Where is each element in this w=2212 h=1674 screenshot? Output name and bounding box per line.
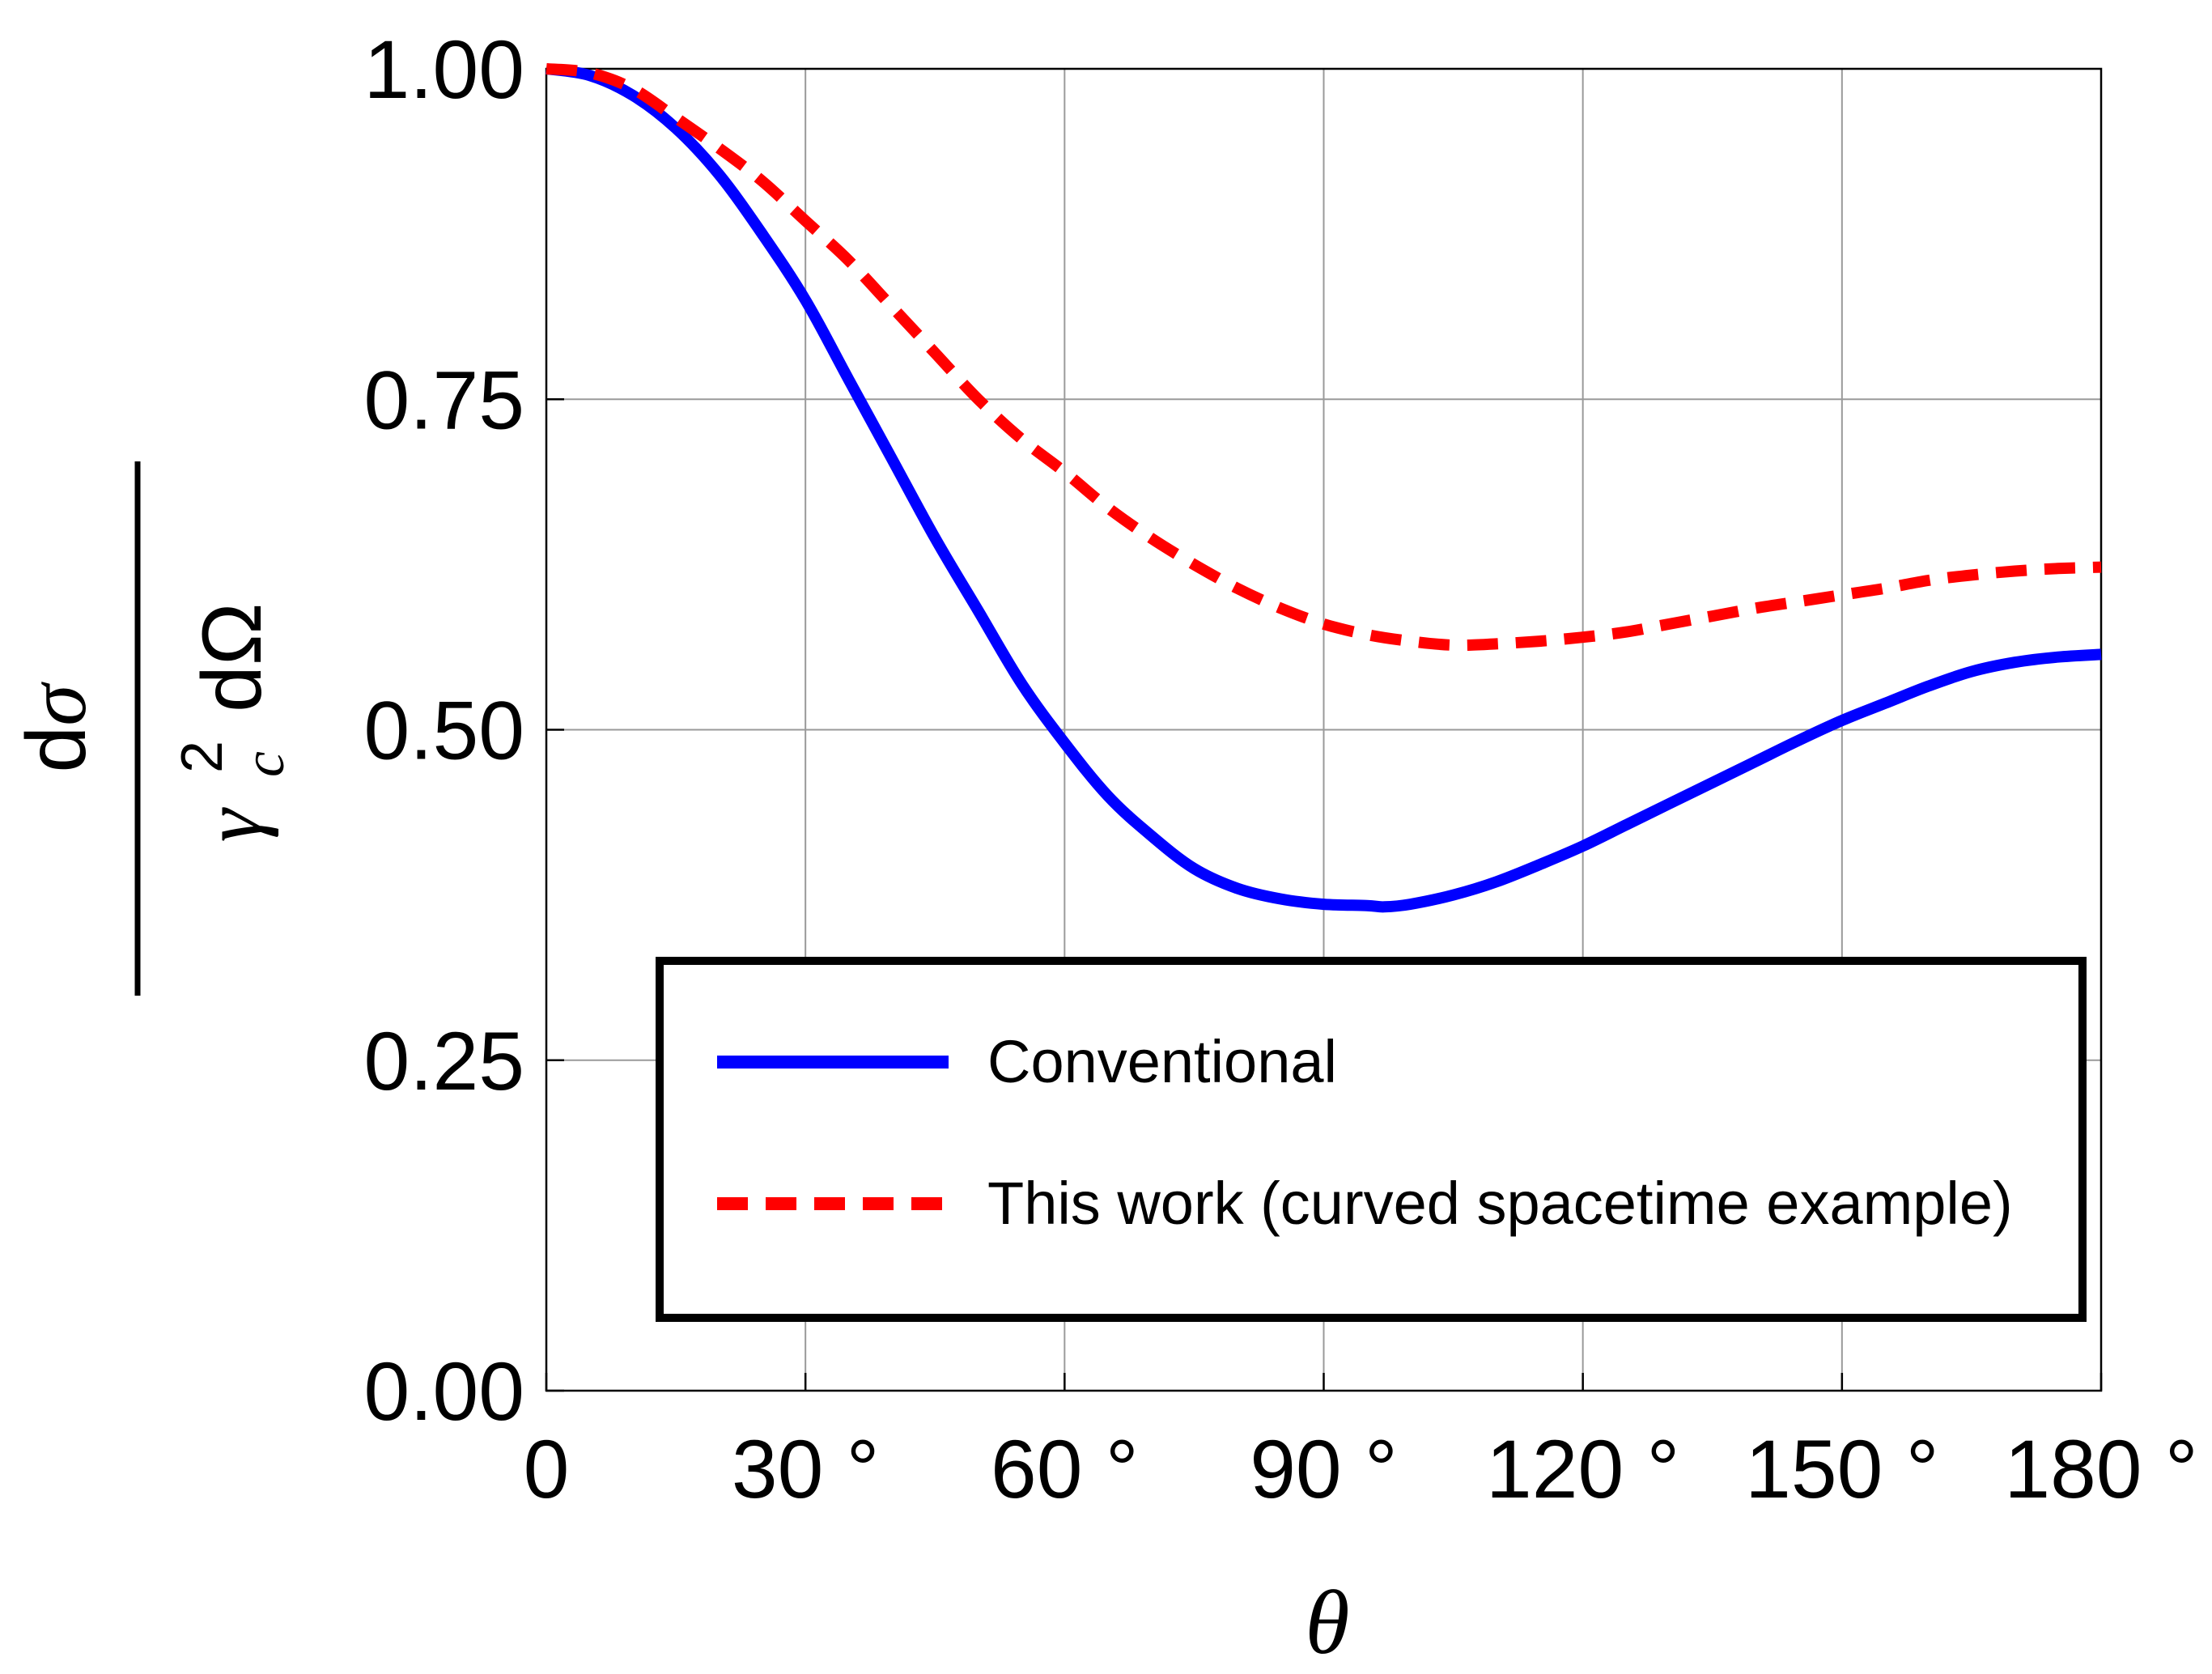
series-group [545, 63, 2102, 913]
y-numerator-d: d [10, 726, 104, 773]
x-tick-label: 120 ° [1486, 1423, 1679, 1515]
x-tick-label: 90 ° [1250, 1423, 1398, 1515]
legend: Conventional This work (curved spacetime… [656, 957, 2087, 1322]
y-tick-label: 0.00 [363, 1345, 524, 1438]
y-denominator-subscript: c [231, 751, 296, 777]
x-tick-label: 30 ° [732, 1423, 880, 1515]
y-axis-denominator: γ 2 c dΩ [170, 602, 296, 842]
y-numerator-sigma: σ [11, 682, 104, 726]
legend-box [656, 957, 2087, 1322]
y-denominator-gamma: γ [186, 806, 279, 842]
y-axis-numerator: dσ [10, 682, 104, 773]
y-tick-label: 0.75 [363, 354, 524, 446]
svg-text:γ: γ [186, 806, 279, 842]
y-denominator-superscript: 2 [170, 741, 235, 773]
x-axis-label: θ [1305, 1573, 1349, 1673]
y-tick-label: 0.50 [363, 685, 524, 777]
axis-ticks [545, 67, 2103, 1392]
y-tick-label: 1.00 [363, 23, 524, 116]
series-line-conventional [545, 63, 2102, 913]
legend-label-conventional: Conventional [987, 1028, 1337, 1095]
x-tick-label: 180 ° [2004, 1423, 2197, 1515]
y-axis-label: dσ γ 2 c dΩ [10, 461, 296, 996]
x-tick-label: 150 ° [1745, 1423, 1938, 1515]
x-tick-label: 0 [524, 1423, 570, 1515]
x-tick-label: 60 ° [991, 1423, 1139, 1515]
x-tick-labels: 0 30 ° 60 ° 90 ° 120 ° 150 ° 180 ° [524, 1423, 2198, 1515]
series-line-this-work [546, 63, 2102, 652]
y-tick-labels: 0.00 0.25 0.50 0.75 1.00 [363, 23, 524, 1438]
y-tick-label: 0.25 [363, 1015, 524, 1107]
legend-label-this-work: This work (curved spacetime example) [987, 1170, 2013, 1237]
y-denominator-suffix: dΩ [185, 602, 279, 712]
svg-text:dσ: dσ [10, 682, 104, 773]
